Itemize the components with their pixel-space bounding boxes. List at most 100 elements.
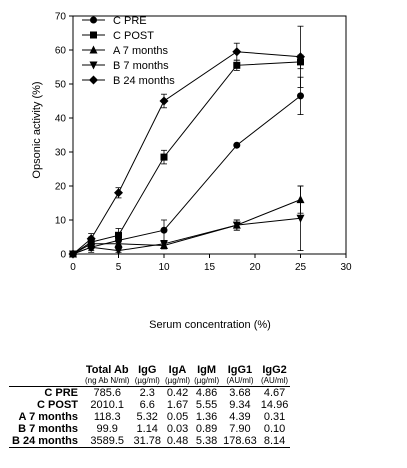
marker-square	[115, 231, 122, 239]
legend-label: B 24 months	[113, 75, 175, 87]
table-cell: 14.96	[260, 399, 289, 411]
antibody-table: Total Ab (ng Ab N/ml) IgG (µg/ml) IgA (µg/m…	[9, 364, 291, 448]
table-cell: 3589.5	[83, 435, 132, 448]
marker-diamond	[114, 188, 123, 198]
legend-item: A 7 months	[82, 45, 169, 57]
marker-triangle-down	[89, 61, 98, 70]
marker-triangle-down	[160, 240, 168, 249]
series-c-pre	[69, 76, 304, 258]
table-cell: 0.05	[166, 411, 189, 423]
table-corner	[9, 364, 83, 387]
table-cell: 0.03	[166, 423, 189, 435]
chart-axes: 0 5 10 15 20 25 30 0 10 20 30 40 50 60 70	[55, 12, 352, 274]
table-cell: 7.90	[229, 423, 251, 435]
marker-square	[90, 31, 97, 39]
marker-circle	[233, 141, 241, 149]
table-cell: 0.42	[166, 387, 189, 399]
table-cell: 2010.1	[90, 399, 125, 411]
column-header: IgG (µg/ml)	[131, 364, 163, 387]
marker-triangle-up	[89, 45, 98, 54]
marker-diamond	[89, 75, 98, 85]
row-label: B 7 months	[18, 423, 78, 435]
table-cell: 178.63	[221, 435, 259, 448]
row-label: A 7 months	[18, 411, 79, 423]
opsonic-activity-chart: 0 5 10 15 20 25 30 0 10 20 30 40 50 60 70 C PRE C POST A…	[31, 12, 352, 332]
x-tick-label: 0	[70, 262, 76, 273]
table-cell: 0.89	[195, 423, 218, 435]
column-header: IgG1 (AU/ml)	[221, 364, 259, 387]
x-tick-label: 30	[340, 262, 352, 273]
y-tick-label: 40	[55, 114, 67, 125]
legend-label: C POST	[113, 30, 154, 42]
y-tick-label: 10	[55, 216, 67, 227]
table-row: C POST 2010.1 6.6 1.67 5.55 9.34 14.96	[9, 399, 290, 411]
y-axis-label: Opsonic activity (%)	[31, 81, 43, 178]
x-tick-label: 5	[116, 262, 122, 273]
x-tick-label: 20	[249, 262, 261, 273]
table-cell: 5.38	[192, 435, 222, 448]
y-tick-label: 60	[55, 46, 67, 57]
marker-square	[160, 153, 168, 161]
table-cell: 8.14	[258, 435, 291, 448]
series-b-24-months	[68, 25, 305, 259]
legend-item: C POST	[82, 30, 154, 42]
y-tick-label: 20	[55, 182, 67, 193]
chart-legend: C PRE C POST A 7 months B 7 months B 24 mont…	[82, 15, 175, 87]
marker-circle	[90, 16, 97, 24]
series-line	[72, 199, 301, 255]
series-line	[72, 217, 301, 255]
table-row: B 24 months 3589.5 31.78 0.48 5.38 178.6…	[9, 435, 291, 448]
y-tick-label: 30	[55, 148, 67, 159]
marker-diamond	[296, 52, 305, 62]
table-cell: 9.34	[229, 399, 251, 411]
marker-diamond	[232, 47, 242, 57]
marker-square	[233, 61, 241, 69]
table-cell: 5.32	[136, 411, 158, 423]
column-header: IgM (µg/ml)	[192, 364, 222, 387]
table-cell: 4.86	[195, 387, 218, 399]
row-label: C PRE	[44, 387, 78, 399]
legend-item: B 7 months	[82, 60, 169, 72]
legend-item: B 24 months	[82, 75, 175, 87]
x-tick-label: 10	[158, 262, 170, 273]
table-row: B 7 months 99.9 1.14 0.03 0.89 7.90 0.10	[9, 423, 290, 435]
marker-triangle-down	[114, 247, 123, 256]
table-cell: 785.6	[93, 387, 121, 399]
marker-triangle-down	[232, 221, 241, 230]
series-line	[72, 61, 301, 255]
table-cell: 0.48	[163, 435, 193, 448]
table-cell: 2.3	[139, 387, 155, 399]
table-row: A 7 months 118.3 5.32 0.05 1.36 4.39 0.3…	[9, 411, 290, 423]
legend-label: B 7 months	[113, 60, 169, 72]
table-cell: 1.14	[136, 423, 158, 435]
chart-series	[68, 25, 305, 259]
legend-label: C PRE	[113, 15, 147, 27]
table-cell: 4.67	[263, 387, 286, 399]
x-tick-label: 25	[295, 262, 307, 273]
legend-label: A 7 months	[113, 45, 169, 57]
table-cell: 1.36	[195, 411, 218, 423]
table-cell: 3.68	[229, 387, 251, 399]
table-cell: 1.67	[166, 399, 189, 411]
y-tick-label: 70	[55, 12, 67, 23]
table-cell: 5.55	[195, 399, 218, 411]
table-cell: 0.10	[263, 423, 286, 435]
series-b-7-months	[69, 185, 305, 259]
table-cell: 6.6	[139, 399, 155, 411]
table-cell: 118.3	[93, 411, 121, 423]
x-tick-label: 15	[204, 262, 216, 273]
x-axis-label: Serum concentration (%)	[149, 319, 271, 331]
marker-diamond	[159, 96, 169, 106]
table-cell: 0.31	[263, 411, 286, 423]
marker-diamond	[68, 249, 78, 259]
marker-circle	[297, 92, 304, 100]
marker-triangle-up	[114, 239, 123, 248]
table-header-row: Total Ab (ng Ab N/ml) IgG (µg/ml) IgA (µg/m…	[9, 364, 291, 387]
row-label: C POST	[37, 399, 78, 411]
y-tick-label: 0	[60, 250, 66, 261]
column-header: IgG2 (AU/ml)	[258, 364, 291, 387]
series-line	[72, 51, 301, 255]
row-label: B 24 months	[9, 435, 83, 448]
table-cell: 4.39	[229, 411, 251, 423]
column-header: IgA (µg/ml)	[163, 364, 193, 387]
